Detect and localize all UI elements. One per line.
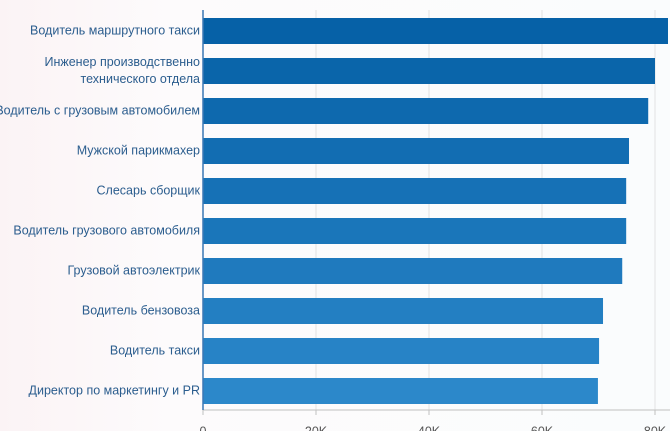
y-tick-label: Водитель бензовоза	[81, 303, 200, 318]
y-tick-label: Водитель такси	[109, 343, 200, 358]
bar	[203, 138, 630, 164]
bar	[203, 58, 655, 84]
x-tick-label: 20K	[305, 424, 328, 431]
y-tick-label: Слесарь сборщик	[96, 183, 200, 198]
y-tick-label: Инженер производственно технического отд…	[44, 55, 200, 86]
bar	[203, 98, 649, 124]
bar	[203, 18, 668, 44]
x-tick-label: 80K	[644, 424, 667, 431]
bar	[203, 218, 627, 244]
bar	[203, 178, 627, 204]
y-tick-label: Водитель грузового автомобиля	[13, 223, 200, 238]
y-tick-label: Мужской парикмахер	[76, 143, 200, 158]
y-tick-label: Водитель с грузовым автомобилем	[0, 103, 200, 118]
x-tick-label: 0	[200, 424, 207, 431]
x-tick-label: 40K	[418, 424, 441, 431]
bar	[203, 378, 598, 404]
x-tick-label: 60K	[531, 424, 554, 431]
y-tick-label: Грузовой автоэлектрик	[67, 263, 200, 278]
bar	[203, 258, 623, 284]
y-tick-label: Водитель маршрутного такси	[30, 23, 200, 38]
y-tick-label: Директор по маркетингу и PR	[28, 383, 200, 398]
bar	[203, 298, 604, 324]
bar	[203, 338, 600, 364]
